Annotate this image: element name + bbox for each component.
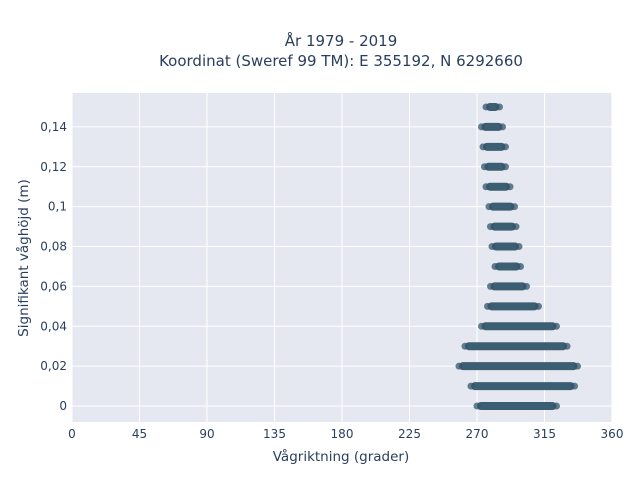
- y-axis-title: Signifikant våghöjd (m): [15, 179, 32, 337]
- data-point-band: [471, 382, 575, 391]
- data-point: [455, 362, 463, 370]
- data-point: [478, 322, 485, 330]
- data-point-band: [486, 102, 500, 111]
- data-point: [496, 103, 503, 111]
- data-point: [535, 302, 542, 310]
- data-point: [499, 123, 506, 131]
- x-tick-label: 90: [199, 427, 214, 441]
- data-point-band: [481, 322, 557, 331]
- data-point-band: [483, 142, 506, 151]
- data-point: [517, 262, 524, 270]
- data-point: [473, 402, 481, 410]
- data-point: [487, 282, 494, 290]
- data-point: [485, 203, 493, 211]
- data-point: [487, 223, 494, 231]
- data-point-band: [489, 202, 515, 211]
- y-tick-label: 0: [59, 399, 67, 413]
- data-point-band: [459, 362, 578, 371]
- data-point-band: [490, 222, 516, 231]
- data-point: [479, 143, 487, 151]
- data-point-band: [477, 402, 557, 411]
- y-tick-label: 0,14: [40, 120, 67, 134]
- data-point-band: [495, 262, 521, 271]
- y-tick-labels: 0 0,02 0,04 0,06 0,08 0,1 0,12 0,14: [40, 120, 67, 413]
- x-tick-label: 45: [132, 427, 147, 441]
- chart-title-line2: Koordinat (Sweref 99 TM): E 355192, N 62…: [159, 52, 523, 70]
- data-point: [488, 243, 496, 251]
- data-point: [571, 382, 578, 390]
- data-point: [511, 203, 518, 211]
- data-point-band: [481, 122, 503, 131]
- data-point: [467, 382, 475, 390]
- data-point: [502, 143, 509, 151]
- data-point: [461, 342, 469, 350]
- data-point: [491, 262, 499, 270]
- y-tick-label: 0,12: [40, 160, 67, 174]
- data-point-band: [490, 282, 527, 291]
- data-point: [478, 123, 485, 131]
- y-tick-label: 0,06: [40, 279, 67, 293]
- data-point: [563, 342, 571, 350]
- data-point-band: [492, 242, 519, 251]
- data-point: [484, 302, 491, 310]
- data-point: [574, 362, 581, 370]
- x-tick-labels: 0 45 90 135 180 225 270 315 360: [68, 427, 623, 441]
- y-tick-label: 0,04: [40, 319, 67, 333]
- data-points: [455, 102, 581, 411]
- data-point: [512, 223, 520, 231]
- data-point: [515, 243, 523, 251]
- data-point-band: [484, 162, 506, 171]
- x-tick-label: 0: [68, 427, 76, 441]
- data-point: [502, 163, 509, 171]
- chart-title-line1: År 1979 - 2019: [285, 31, 398, 50]
- y-tick-label: 0,08: [40, 240, 67, 254]
- x-tick-label: 225: [398, 427, 421, 441]
- y-tick-label: 0,1: [48, 200, 67, 214]
- data-point-band: [465, 342, 567, 351]
- data-point: [553, 322, 560, 330]
- x-tick-label: 360: [601, 427, 624, 441]
- data-point: [481, 163, 488, 171]
- data-point: [482, 103, 490, 111]
- x-tick-label: 270: [466, 427, 489, 441]
- data-point: [523, 282, 530, 290]
- data-point: [553, 402, 560, 410]
- data-point-band: [487, 302, 539, 311]
- x-tick-label: 180: [331, 427, 354, 441]
- x-tick-label: 315: [533, 427, 556, 441]
- x-axis-title: Vågriktning (grader): [273, 448, 410, 465]
- y-tick-label: 0,02: [40, 359, 67, 373]
- data-point: [482, 183, 490, 191]
- data-point: [506, 183, 514, 191]
- x-tick-label: 135: [263, 427, 286, 441]
- data-point-band: [486, 182, 510, 191]
